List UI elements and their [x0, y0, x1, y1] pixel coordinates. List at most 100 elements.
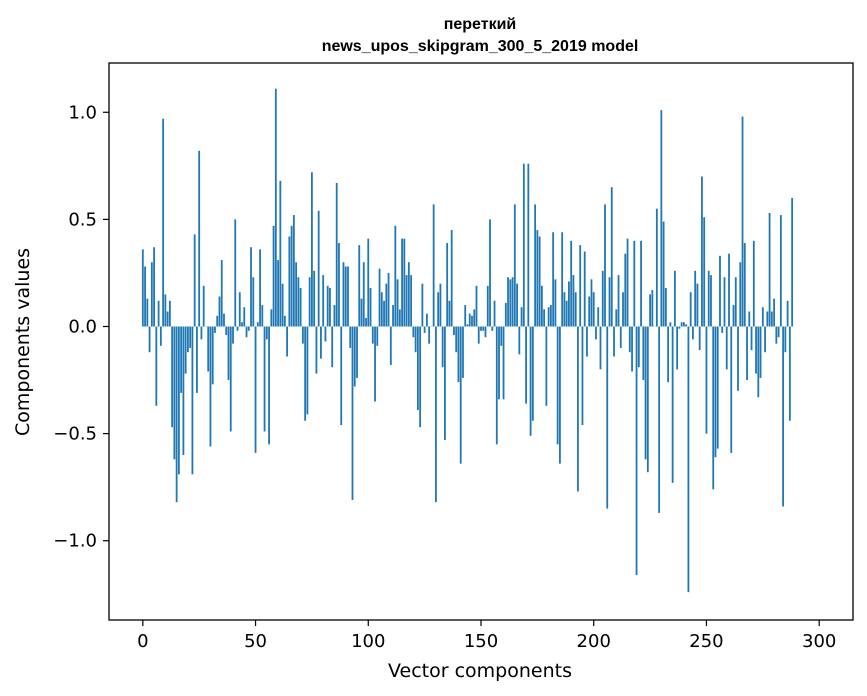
bar-193 — [577, 326, 579, 492]
bar-153 — [486, 285, 489, 327]
bar-149 — [477, 326, 480, 344]
bar-182 — [552, 232, 555, 327]
bar-108 — [385, 283, 388, 327]
chart-title: переткий — [444, 16, 517, 33]
bar-161 — [504, 302, 507, 327]
bar-147 — [473, 309, 476, 327]
bar-211 — [617, 275, 620, 327]
bar-122 — [416, 326, 419, 411]
x-tick-label: 50 — [244, 631, 267, 652]
bar-141 — [459, 326, 462, 464]
bar-270 — [750, 326, 753, 351]
bar-95 — [356, 326, 358, 378]
bar-107 — [383, 300, 385, 327]
x-tick-label: 100 — [351, 631, 385, 652]
bar-229 — [658, 326, 661, 513]
bar-44 — [241, 322, 243, 327]
bar-130 — [435, 326, 437, 503]
bar-85 — [333, 305, 336, 327]
bar-273 — [757, 326, 760, 398]
bar-198 — [588, 296, 591, 327]
bar-106 — [380, 292, 383, 327]
bar-36 — [223, 313, 225, 327]
bar-43 — [238, 292, 241, 327]
bar-214 — [624, 253, 627, 327]
bar-93 — [351, 326, 354, 501]
bar-17 — [180, 326, 183, 393]
bar-176 — [538, 236, 541, 327]
bar-25 — [198, 150, 201, 327]
bar-61 — [279, 180, 282, 327]
bar-222 — [642, 326, 645, 381]
bar-29 — [207, 326, 210, 372]
bar-56 — [268, 326, 270, 445]
bar-83 — [329, 287, 331, 327]
bar-57 — [270, 309, 273, 327]
bar-287 — [788, 326, 791, 421]
bar-20 — [187, 326, 189, 353]
bar-32 — [214, 326, 216, 333]
bar-157 — [495, 326, 498, 445]
bar-239 — [680, 322, 683, 327]
bar-133 — [441, 326, 444, 368]
bar-52 — [259, 249, 261, 327]
bar-3 — [148, 326, 151, 353]
bar-1 — [144, 266, 146, 327]
bar-203 — [599, 326, 602, 370]
y-tick-label: 0.0 — [68, 317, 97, 338]
bar-187 — [563, 292, 566, 327]
bar-86 — [335, 182, 338, 327]
bar-265 — [739, 262, 742, 327]
bar-104 — [376, 326, 379, 346]
bar-132 — [439, 283, 442, 327]
bar-78 — [317, 210, 320, 327]
bar-24 — [196, 326, 198, 393]
bar-0 — [141, 249, 144, 327]
bar-156 — [493, 300, 496, 327]
bar-5 — [153, 247, 155, 327]
bar-90 — [344, 266, 347, 327]
bar-268 — [746, 326, 748, 381]
bar-194 — [579, 245, 582, 327]
bar-242 — [687, 326, 690, 593]
bar-14 — [173, 326, 176, 460]
bar-54 — [263, 326, 266, 432]
bar-7 — [157, 300, 160, 327]
bar-51 — [256, 322, 259, 327]
bar-26 — [200, 326, 203, 340]
x-tick-label: 250 — [689, 631, 723, 652]
bar-94 — [353, 326, 356, 387]
bar-68 — [295, 262, 298, 327]
bar-115 — [401, 238, 403, 327]
bar-75 — [311, 172, 313, 327]
bar-87 — [338, 242, 340, 327]
bar-143 — [464, 305, 467, 327]
bar-195 — [581, 326, 584, 426]
bar-236 — [673, 270, 676, 327]
bar-188 — [565, 300, 568, 327]
bar-140 — [457, 326, 460, 383]
bar-118 — [407, 262, 410, 327]
bar-233 — [667, 326, 670, 383]
bar-38 — [227, 326, 230, 381]
bar-213 — [622, 292, 624, 327]
bar-12 — [168, 300, 171, 327]
bar-216 — [628, 326, 631, 353]
bar-261 — [730, 326, 733, 453]
bar-174 — [534, 204, 537, 327]
bar-40 — [232, 326, 234, 344]
bar-184 — [556, 326, 559, 445]
bar-166 — [516, 283, 518, 327]
bar-72 — [304, 326, 307, 421]
bar-277 — [766, 311, 769, 327]
bar-22 — [191, 326, 194, 475]
bar-46 — [245, 326, 248, 338]
bar-189 — [568, 281, 570, 327]
bar-146 — [471, 315, 473, 327]
bar-207 — [608, 277, 611, 327]
bar-251 — [707, 270, 710, 327]
bar-80 — [322, 275, 325, 327]
bar-237 — [676, 326, 679, 370]
bar-4 — [150, 262, 153, 327]
